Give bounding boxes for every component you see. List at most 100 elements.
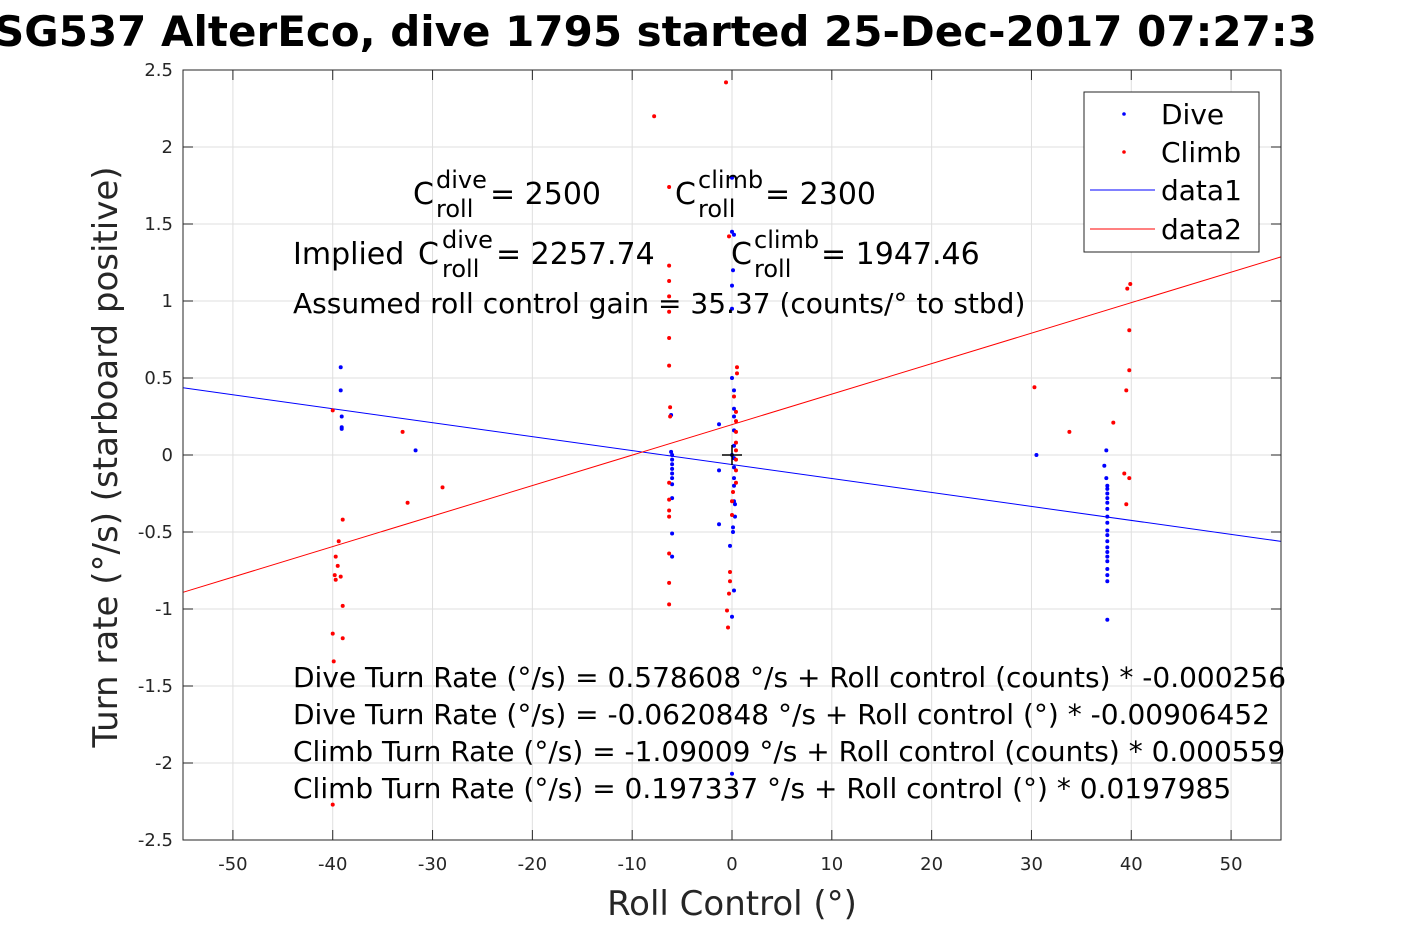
fit-line-data2 xyxy=(182,256,1282,593)
dive-point xyxy=(670,462,675,467)
dive-point xyxy=(730,614,734,619)
dive-point xyxy=(730,771,734,776)
climb-point xyxy=(1122,471,1127,476)
implied-dive-base: C xyxy=(418,237,439,272)
implied-c-roll-annotation: Implied C dive roll = 2257.74 C climb ro… xyxy=(293,226,980,283)
climb-point xyxy=(330,802,335,807)
climb-point xyxy=(1127,476,1132,481)
c-roll-dive-sup: dive xyxy=(436,166,487,194)
implied-dive-value: = 2257.74 xyxy=(496,237,655,272)
dive-point xyxy=(717,422,722,427)
legend-label-dive: Dive xyxy=(1161,98,1224,131)
dive-point xyxy=(1105,573,1110,578)
climb-point xyxy=(725,608,730,613)
implied-climb-sup: climb xyxy=(754,226,819,254)
climb-point xyxy=(667,278,672,283)
dive-point xyxy=(670,457,675,462)
x-axis-label: Roll Control (°) xyxy=(607,884,857,924)
x-tick-label: -20 xyxy=(518,854,547,875)
climb-point xyxy=(330,631,335,636)
dive-point xyxy=(670,471,675,476)
climb-point xyxy=(332,573,337,578)
dive-point xyxy=(730,175,734,180)
y-tick-label: 1.5 xyxy=(144,214,173,235)
dive-point xyxy=(1105,506,1110,511)
climb-point xyxy=(668,405,673,410)
dive-point xyxy=(670,554,675,559)
dive-point xyxy=(1105,520,1110,525)
dive-point xyxy=(732,502,737,507)
climb-point xyxy=(1111,420,1116,425)
dive-point xyxy=(1105,486,1110,491)
y-tick-label: 0 xyxy=(162,445,173,466)
climb-point xyxy=(333,577,338,582)
climb-point xyxy=(667,263,672,268)
legend-label-data1: data1 xyxy=(1161,174,1242,207)
climb-point xyxy=(667,185,672,190)
x-tick-label: -10 xyxy=(617,854,646,875)
dive-point xyxy=(1105,491,1110,496)
dive-point xyxy=(669,449,674,454)
climb-point xyxy=(1127,328,1132,333)
dive-point xyxy=(731,483,736,488)
dive-point xyxy=(1105,545,1110,550)
x-tick-label: 50 xyxy=(1220,854,1243,875)
climb-point xyxy=(1124,388,1129,393)
x-tick-label: 10 xyxy=(820,854,843,875)
dive-point xyxy=(731,588,736,593)
climb-point xyxy=(338,574,343,579)
legend-box xyxy=(1083,91,1260,253)
climb-point xyxy=(728,579,733,584)
equation-dive-counts: Dive Turn Rate (°/s) = 0.578608 °/s + Ro… xyxy=(293,661,1286,694)
climb-point xyxy=(731,394,736,399)
y-tick-label: -1.5 xyxy=(138,676,173,697)
climb-point xyxy=(340,603,345,608)
implied-prefix: Implied xyxy=(293,237,414,272)
climb-point xyxy=(724,80,729,85)
climb-point xyxy=(733,440,738,445)
climb-point xyxy=(667,514,672,519)
dive-point xyxy=(1105,500,1110,505)
x-tick-label: 30 xyxy=(1020,854,1043,875)
climb-point xyxy=(667,551,672,556)
dive-point xyxy=(731,443,736,448)
climb-point xyxy=(667,335,672,340)
climb-point xyxy=(730,499,734,504)
dive-point xyxy=(1105,579,1110,584)
dive-point xyxy=(731,388,736,393)
equation-climb-counts: Climb Turn Rate (°/s) = -1.09009 °/s + R… xyxy=(293,735,1285,768)
y-tick-label: -0.5 xyxy=(138,522,173,543)
y-axis-label: Turn rate (°/s) (starboard positive) xyxy=(86,166,126,748)
dive-point xyxy=(717,468,722,473)
dive-point xyxy=(1105,533,1110,538)
chart-title: SG537 AlterEco, dive 1795 started 25-Dec… xyxy=(0,7,1317,56)
climb-point xyxy=(330,408,335,413)
legend-label-data2: data2 xyxy=(1161,213,1242,246)
climb-point xyxy=(734,371,739,376)
climb-point xyxy=(733,429,738,434)
legend: Dive Climb data1 data2 xyxy=(1083,91,1260,253)
x-tick-label: 0 xyxy=(726,854,737,875)
dive-point xyxy=(730,525,735,530)
climb-point xyxy=(1124,502,1129,507)
c-roll-climb-sup: climb xyxy=(698,166,763,194)
climb-point xyxy=(667,508,672,513)
dive-point xyxy=(1105,539,1110,544)
y-axis-ticks: -2.5 -2 -1.5 -1 -0.5 0 0.5 1 1.5 2 2.5 xyxy=(138,60,1281,851)
dive-point xyxy=(413,448,418,453)
climb-point xyxy=(340,517,345,522)
climb-point xyxy=(726,625,731,630)
c-roll-climb-sub: roll xyxy=(698,195,735,223)
y-tick-label: -2 xyxy=(155,753,173,774)
dive-point xyxy=(670,476,675,481)
x-tick-label: -40 xyxy=(318,854,347,875)
x-tick-label: 20 xyxy=(920,854,943,875)
c-roll-dive-base: C xyxy=(413,177,434,212)
dive-point xyxy=(1105,554,1110,559)
x-tick-label: 40 xyxy=(1120,854,1143,875)
legend-marker-climb xyxy=(1122,150,1126,154)
dive-point xyxy=(730,530,735,534)
equation-climb-degrees: Climb Turn Rate (°/s) = 0.197337 °/s + R… xyxy=(293,772,1231,805)
dive-point xyxy=(670,466,675,471)
dive-point xyxy=(1102,463,1107,468)
